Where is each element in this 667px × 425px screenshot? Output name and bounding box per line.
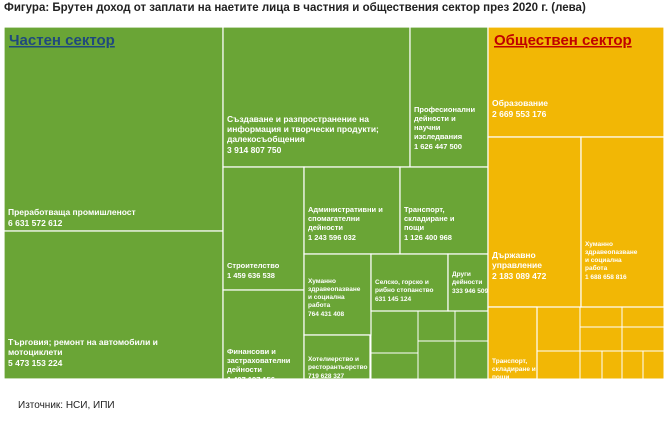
tile-value: 6 631 572 612	[8, 218, 63, 228]
tile-value: 3 914 807 750	[227, 145, 282, 155]
small-tile	[454, 310, 489, 342]
tile-value: 333 946 509	[452, 288, 489, 295]
small-tile	[621, 306, 665, 328]
small-tile	[579, 326, 623, 352]
tile-value: 631 145 124	[375, 296, 412, 303]
tile-value: 2 183 089 472	[492, 271, 547, 281]
tile-label: Създаване и разпространение на информация…	[227, 114, 379, 144]
small-tile	[536, 306, 581, 352]
treemap-tile	[222, 26, 411, 168]
public-sector-title: Обществен сектор	[494, 32, 632, 49]
small-tile	[454, 340, 489, 380]
small-tile	[370, 310, 419, 354]
treemap-tile	[370, 253, 449, 312]
tile-label: Други дейности	[452, 271, 482, 286]
tile-label: Държавно управление	[492, 250, 542, 270]
treemap-tile	[3, 26, 224, 232]
tile-label: Хотелиерство и ресторантьорство	[308, 356, 368, 371]
treemap-tile	[487, 136, 582, 308]
treemap-tile	[487, 306, 538, 380]
tile-value: 1 626 447 500	[414, 142, 462, 151]
small-tile	[370, 352, 419, 380]
tile-label: Образование	[492, 98, 548, 108]
tile-value: 1 126 400 968	[404, 233, 452, 242]
chart-title: Фигура: Брутен доход от заплати на наети…	[4, 2, 586, 14]
small-tile	[417, 310, 456, 342]
tile-value: 1 688 658 816	[585, 274, 627, 281]
tile-label: Селско, горско и рибно стопанство	[375, 279, 434, 294]
private-sector-title: Частен сектор	[9, 32, 115, 49]
tile-label: Административни и спомагателни дейности	[308, 205, 383, 232]
tile-label: Транспорт, складиране и пощи	[492, 358, 536, 381]
tile-value: 719 628 327	[308, 373, 345, 380]
treemap-tile	[487, 26, 665, 138]
treemap-tile	[222, 289, 305, 380]
tile-value: 5 473 153 224	[8, 358, 63, 368]
tile-value: 1 459 636 538	[227, 271, 275, 280]
treemap-tile	[303, 334, 371, 380]
treemap-tile	[399, 166, 489, 255]
tile-label: Преработваща промишленост	[8, 207, 136, 217]
treemap-tile	[580, 136, 665, 308]
tile-value: 795 764 262	[492, 383, 529, 390]
small-tile	[621, 350, 644, 380]
tile-value: 1 407 197 156	[227, 375, 275, 384]
small-tile	[601, 350, 623, 380]
small-tile	[536, 350, 581, 380]
small-tile	[579, 306, 623, 328]
tile-value: 764 431 408	[308, 311, 345, 318]
tile-label: Строителство	[227, 261, 280, 270]
tile-value: 2 669 553 176	[492, 109, 547, 119]
small-tile	[579, 350, 603, 380]
tile-value: 1 243 596 032	[308, 233, 356, 242]
treemap-tile	[222, 166, 305, 291]
source-note: Източник: НСИ, ИПИ	[18, 400, 115, 411]
small-tile	[621, 326, 665, 352]
small-tile	[642, 350, 665, 380]
treemap-tile	[409, 26, 489, 168]
tile-label: Финансови и застрахователни дейности	[227, 347, 291, 374]
small-tile	[417, 340, 456, 380]
tile-label: Хуманно здравеопазване и социална работа	[585, 241, 638, 272]
tile-label: Търговия; ремонт на автомобили и мотоцикл…	[8, 337, 158, 357]
tile-label: Хуманно здравеопазване и социална работа	[308, 278, 361, 309]
tile-label: Професионални дейности и научни изследвания	[414, 105, 475, 141]
tile-label: Транспорт, складиране и пощи	[404, 205, 455, 232]
treemap-tile	[303, 166, 401, 255]
